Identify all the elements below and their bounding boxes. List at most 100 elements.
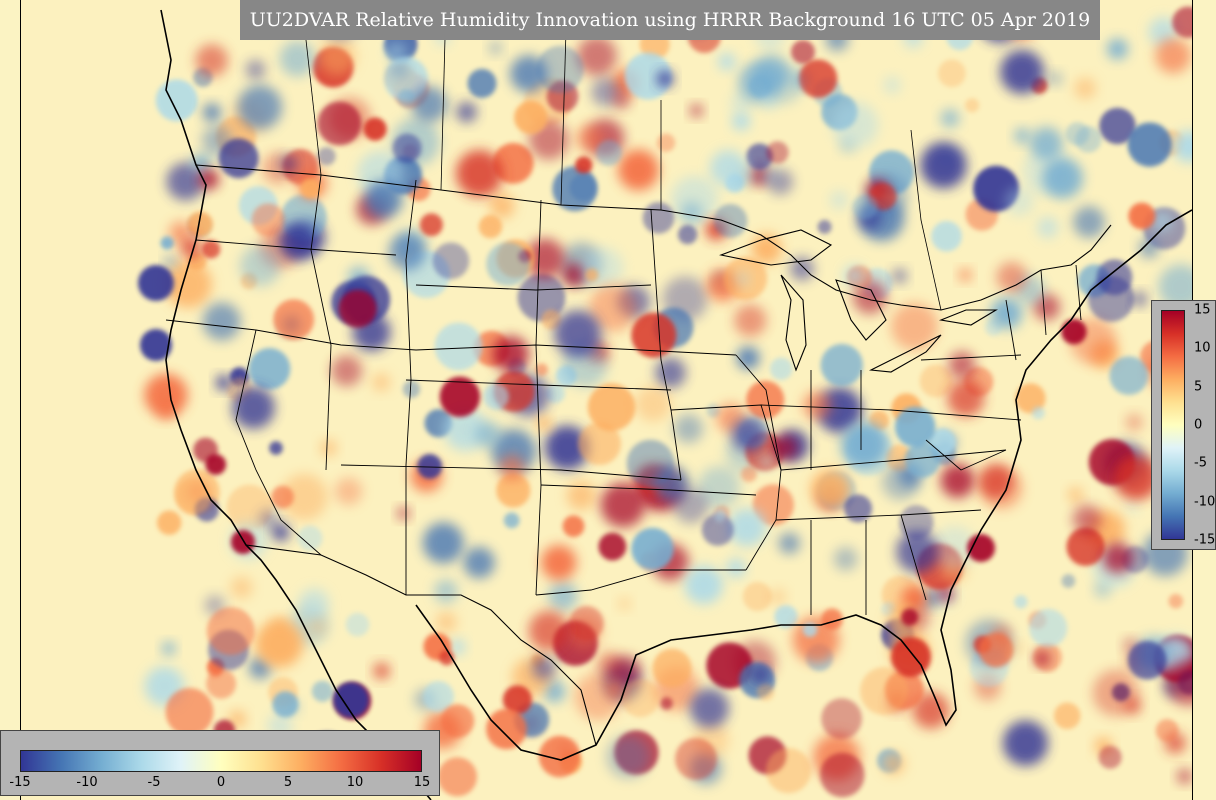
innovation-patch: [1132, 291, 1147, 307]
innovation-patch: [713, 203, 748, 238]
innovation-patch: [562, 515, 585, 538]
innovation-patch: [958, 268, 972, 282]
state-lines: [165, 174, 1082, 615]
innovation-patch: [311, 680, 333, 702]
innovation-patch: [478, 214, 503, 239]
innovation-patch: [1029, 608, 1068, 648]
lake-huron: [835, 279, 887, 341]
innovation-patch: [397, 89, 416, 107]
innovation-patch: [544, 425, 590, 470]
innovation-patch: [656, 70, 674, 88]
vertical-tick: -15: [1194, 532, 1216, 548]
innovation-patch: [1172, 6, 1192, 38]
innovation-patch: [569, 605, 604, 641]
innovation-patch: [690, 104, 703, 118]
innovation-patch: [205, 454, 227, 475]
innovation-patch: [978, 463, 1014, 499]
innovation-patch: [317, 101, 362, 146]
innovation-patch: [345, 612, 370, 637]
innovation-patch: [206, 607, 255, 655]
innovation-patch: [1053, 702, 1081, 730]
innovation-patch: [967, 534, 995, 562]
innovation-patch: [860, 667, 909, 715]
innovation-patch: [392, 133, 422, 163]
innovation-patch: [701, 513, 734, 546]
innovation-patch: [727, 508, 767, 547]
innovation-patch: [718, 52, 736, 71]
innovation-patch: [769, 588, 787, 606]
innovation-patch: [1061, 319, 1087, 345]
innovation-patch: [432, 242, 470, 280]
lake-erie: [869, 334, 942, 373]
innovation-patch: [892, 268, 907, 284]
innovation-patch: [255, 620, 303, 668]
innovation-patch: [232, 386, 275, 429]
innovation-patch: [882, 752, 905, 776]
innovation-patch: [726, 558, 746, 578]
innovation-patch: [582, 247, 624, 289]
innovation-patch: [463, 546, 495, 579]
innovation-patch: [791, 40, 815, 64]
innovation-patch: [697, 466, 741, 509]
innovation-patch: [157, 510, 182, 535]
innovation-patch: [1072, 504, 1102, 534]
innovation-patch: [435, 611, 457, 633]
horizontal-tick: -5: [147, 775, 161, 790]
innovation-patch: [754, 55, 790, 91]
innovation-patch: [198, 169, 220, 190]
innovation-patch: [440, 704, 475, 738]
innovation-patch: [656, 133, 676, 152]
innovation-patch: [434, 579, 458, 604]
innovation-patch: [1165, 659, 1192, 706]
innovation-patch: [483, 383, 509, 410]
innovation-patch: [674, 414, 703, 444]
innovation-patch: [239, 245, 281, 287]
innovation-patch: [166, 162, 205, 201]
innovation-patch: [1000, 50, 1045, 94]
innovation-patch: [802, 390, 832, 420]
innovation-patch: [844, 494, 873, 523]
innovation-patch: [245, 59, 266, 80]
innovation-patch: [364, 180, 403, 219]
innovation-patch: [1106, 38, 1129, 60]
innovation-patch: [248, 348, 291, 390]
innovation-patch: [576, 124, 604, 152]
innovation-patch: [731, 417, 766, 452]
innovation-patch: [535, 363, 548, 376]
innovation-patch: [496, 473, 531, 508]
innovation-patch: [575, 156, 593, 174]
innovation-patch: [631, 312, 677, 358]
innovation-patch: [774, 605, 798, 629]
innovation-patch: [216, 375, 232, 391]
innovation-patch: [587, 383, 636, 432]
innovation-patch: [1153, 212, 1172, 232]
innovation-patch: [760, 168, 775, 183]
us-mexico-border: [245, 544, 597, 746]
innovation-patch: [940, 463, 975, 498]
innovation-patch: [1113, 454, 1159, 501]
innovation-patch: [596, 139, 622, 166]
innovation-patch: [548, 581, 578, 611]
innovation-patch: [1031, 406, 1045, 420]
innovation-patch: [390, 60, 408, 78]
vertical-tick: 5: [1194, 379, 1203, 395]
innovation-patch: [772, 435, 798, 461]
innovation-patch: [642, 202, 675, 234]
innovation-patch: [317, 147, 336, 166]
innovation-patch: [331, 355, 363, 387]
innovation-patch: [541, 545, 577, 581]
innovation-patch: [1014, 595, 1028, 609]
innovation-patch: [207, 663, 223, 678]
innovation-patch: [423, 681, 454, 712]
innovation-patch: [852, 194, 878, 220]
innovation-patch: [624, 52, 672, 100]
innovation-patch: [576, 36, 617, 76]
innovation-patch: [437, 757, 477, 797]
innovation-patch: [334, 477, 363, 505]
innovation-patch: [713, 509, 727, 523]
innovation-patch: [820, 343, 863, 387]
innovation-patch: [1109, 356, 1149, 395]
innovation-patch: [589, 284, 637, 332]
innovation-patch: [904, 442, 941, 478]
innovation-patch: [680, 201, 703, 224]
